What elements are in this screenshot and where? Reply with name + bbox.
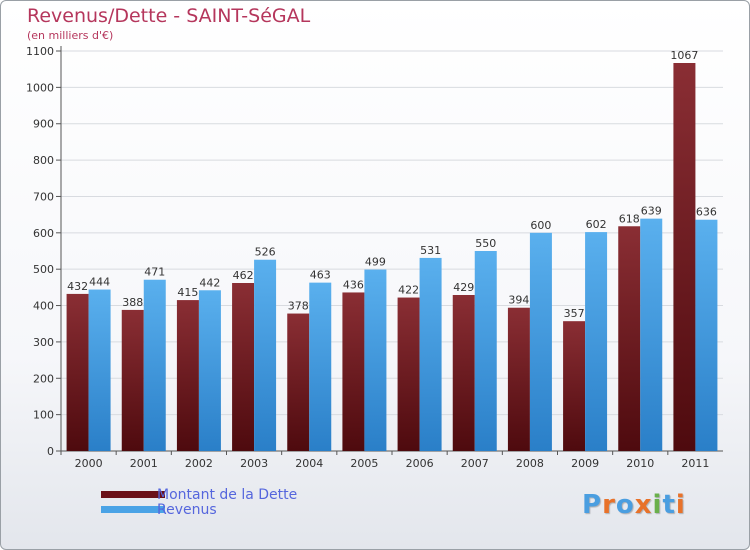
bar-dette bbox=[618, 226, 641, 451]
x-tick-label: 2010 bbox=[626, 457, 654, 470]
chart-title: Revenus/Dette - SAINT-SéGAL bbox=[27, 5, 311, 27]
bar-revenus bbox=[254, 259, 277, 451]
data-label: 357 bbox=[564, 307, 585, 320]
bar-revenus bbox=[88, 289, 111, 451]
legend-label-revenus: Revenus bbox=[157, 501, 217, 518]
legend-swatch-debt bbox=[101, 491, 165, 498]
bar-revenus bbox=[198, 290, 221, 451]
bar-dette bbox=[452, 295, 475, 451]
x-tick-label: 2000 bbox=[75, 457, 103, 470]
y-tick-label: 900 bbox=[33, 118, 54, 131]
data-label: 636 bbox=[696, 206, 717, 219]
y-tick-label: 400 bbox=[33, 300, 54, 313]
bar-revenus bbox=[143, 279, 166, 451]
logo-letter: x bbox=[634, 490, 653, 520]
bar-revenus bbox=[474, 251, 497, 451]
logo-letter: P bbox=[582, 490, 603, 520]
y-tick-label: 600 bbox=[33, 227, 54, 240]
bar-revenus bbox=[419, 257, 442, 451]
x-tick-label: 2005 bbox=[350, 457, 378, 470]
y-tick-label: 1100 bbox=[26, 45, 54, 58]
data-label: 499 bbox=[365, 256, 386, 269]
data-label: 639 bbox=[641, 205, 662, 218]
proxiti-logo: Proxiti bbox=[582, 490, 686, 520]
bar-dette bbox=[673, 63, 696, 451]
data-label: 378 bbox=[288, 300, 309, 313]
data-label: 463 bbox=[310, 269, 331, 282]
legend-label-debt: Montant de la Dette bbox=[157, 486, 298, 503]
axes: 0 100 200 300 400 500 600 700 800 900 1000 1100 2000… bbox=[26, 45, 723, 470]
bar-dette bbox=[507, 307, 530, 451]
data-label: 618 bbox=[619, 212, 640, 225]
bar-revenus bbox=[529, 232, 552, 451]
x-tick-label: 2003 bbox=[240, 457, 268, 470]
data-label: 531 bbox=[420, 244, 441, 257]
data-label: 602 bbox=[586, 218, 607, 231]
x-tick-label: 2008 bbox=[516, 457, 544, 470]
data-label: 415 bbox=[177, 286, 198, 299]
logo-letter: t bbox=[662, 490, 676, 520]
bar-dette bbox=[232, 283, 255, 451]
legend-item-debt: Montant de la Dette bbox=[101, 486, 298, 503]
data-label: 432 bbox=[67, 280, 88, 293]
legend-swatch-revenus bbox=[101, 506, 165, 513]
y-tick-label: 0 bbox=[47, 445, 54, 458]
chart-subtitle: (en milliers d'€) bbox=[27, 29, 114, 42]
bar-dette bbox=[121, 309, 144, 451]
data-label: 462 bbox=[233, 269, 254, 282]
data-label: 394 bbox=[508, 294, 529, 307]
x-tick-label: 2001 bbox=[130, 457, 158, 470]
data-label: 471 bbox=[144, 266, 165, 279]
logo-letter: i bbox=[652, 490, 663, 520]
x-tick-label: 2002 bbox=[185, 457, 213, 470]
bar-dette bbox=[342, 292, 365, 451]
x-tick-label: 2007 bbox=[461, 457, 489, 470]
y-tick-label: 1000 bbox=[26, 81, 54, 94]
logo-letter: i bbox=[675, 490, 686, 520]
logo-letter: r bbox=[602, 490, 616, 520]
bar-dette bbox=[176, 300, 199, 451]
x-tick-label: 2004 bbox=[295, 457, 323, 470]
logo-letter: o bbox=[615, 490, 635, 520]
data-label: 550 bbox=[475, 237, 496, 250]
grid-lines bbox=[61, 50, 723, 452]
bars bbox=[66, 63, 718, 451]
bar-revenus bbox=[309, 282, 332, 451]
data-label: 600 bbox=[530, 219, 551, 232]
bar-dette bbox=[397, 297, 420, 451]
data-label: 422 bbox=[398, 284, 419, 297]
data-label: 442 bbox=[199, 276, 220, 289]
y-tick-label: 100 bbox=[33, 409, 54, 422]
data-label: 1067 bbox=[670, 49, 698, 62]
y-tick-label: 300 bbox=[33, 336, 54, 349]
x-tick-label: 2006 bbox=[406, 457, 434, 470]
bar-revenus bbox=[585, 232, 608, 451]
bar-dette bbox=[563, 321, 586, 451]
data-label: 526 bbox=[255, 246, 276, 259]
data-label: 436 bbox=[343, 278, 364, 291]
data-label: 429 bbox=[453, 281, 474, 294]
bar-chart: 0 100 200 300 400 500 600 700 800 900 1000 1100 2000… bbox=[26, 45, 723, 470]
y-tick-label: 500 bbox=[33, 263, 54, 276]
x-tick-label: 2011 bbox=[681, 457, 709, 470]
bar-dette bbox=[66, 293, 89, 451]
data-label: 388 bbox=[122, 296, 143, 309]
x-tick-label: 2009 bbox=[571, 457, 599, 470]
bar-revenus bbox=[640, 218, 663, 451]
y-tick-label: 200 bbox=[33, 372, 54, 385]
legend-item-revenus: Revenus bbox=[101, 501, 297, 518]
bar-revenus bbox=[695, 219, 718, 451]
bar-revenus bbox=[364, 269, 387, 451]
y-tick-label: 800 bbox=[33, 154, 54, 167]
data-label: 444 bbox=[89, 276, 110, 289]
bar-dette bbox=[287, 313, 310, 451]
y-tick-label: 700 bbox=[33, 190, 54, 203]
legend: Montant de la Dette Revenus bbox=[101, 486, 298, 518]
